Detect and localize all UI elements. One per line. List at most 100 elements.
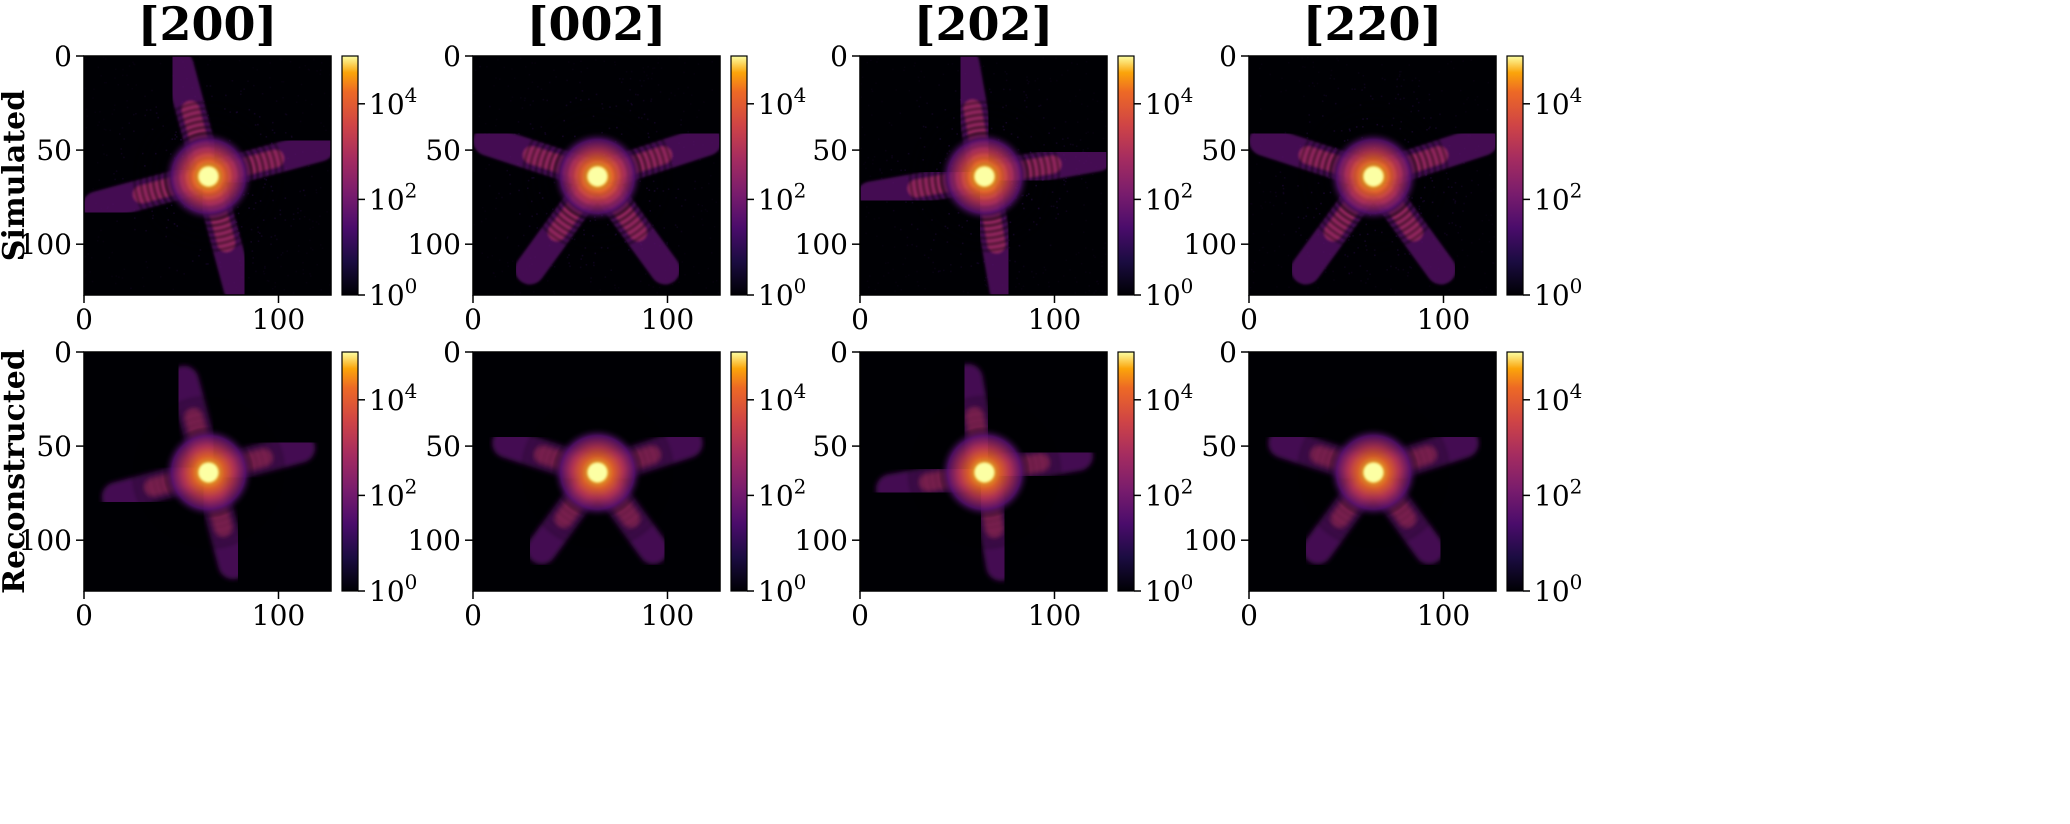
y-tick-label: 50 [36, 430, 72, 463]
noise-speckle [1012, 233, 1015, 236]
noise-speckle [1016, 117, 1018, 120]
noise-speckle [1460, 239, 1463, 241]
colorbar-gradient [341, 55, 359, 296]
noise-speckle [648, 136, 650, 139]
noise-speckle [618, 77, 621, 80]
noise-speckle [1253, 261, 1256, 264]
noise-speckle [1305, 239, 1308, 241]
noise-speckle [1420, 290, 1423, 292]
noise-speckle [707, 182, 710, 185]
noise-speckle [1096, 280, 1099, 283]
noise-speckle [159, 276, 162, 278]
noise-speckle [308, 218, 311, 221]
noise-speckle [1279, 171, 1282, 173]
noise-speckle [300, 83, 303, 86]
noise-speckle [1485, 214, 1488, 217]
noise-speckle [506, 169, 509, 172]
noise-speckle [256, 68, 259, 71]
y-tick-label: 0 [830, 40, 848, 73]
noise-speckle [1417, 85, 1420, 88]
noise-speckle [252, 66, 254, 69]
noise-speckle [1417, 109, 1420, 112]
noise-speckle [85, 57, 87, 60]
noise-speckle [1074, 95, 1077, 98]
noise-speckle [1086, 118, 1089, 120]
noise-speckle [881, 100, 883, 103]
noise-speckle [231, 79, 234, 82]
noise-speckle [1053, 127, 1056, 129]
noise-speckle [1398, 70, 1401, 73]
central-peak [974, 166, 995, 187]
noise-speckle [1347, 292, 1349, 295]
noise-speckle [713, 225, 716, 228]
noise-speckle [1065, 210, 1068, 213]
noise-speckle [893, 246, 896, 248]
noise-speckle [1364, 240, 1366, 242]
noise-speckle [114, 178, 116, 181]
noise-speckle [528, 225, 531, 228]
noise-speckle [551, 264, 553, 267]
noise-speckle [1297, 185, 1299, 187]
noise-speckle [1056, 206, 1058, 209]
central-peak [974, 462, 995, 483]
noise-speckle [657, 84, 660, 86]
noise-speckle [653, 121, 656, 124]
diffraction-pattern [860, 56, 1107, 295]
noise-speckle [224, 108, 226, 110]
noise-speckle [1095, 289, 1097, 292]
colorbar-gradient [1117, 55, 1135, 296]
noise-speckle [250, 241, 253, 243]
noise-speckle [146, 266, 149, 269]
noise-speckle [1488, 219, 1490, 222]
noise-speckle [151, 217, 154, 220]
noise-speckle [198, 254, 200, 257]
noise-speckle [698, 272, 700, 275]
noise-speckle [307, 165, 310, 168]
noise-speckle [1437, 215, 1439, 217]
noise-speckle [1486, 108, 1489, 111]
noise-speckle [262, 219, 265, 221]
colorbar-tick-label: 104 [1145, 83, 1193, 121]
noise-speckle [1402, 268, 1405, 271]
noise-speckle [894, 226, 896, 228]
noise-speckle [1062, 138, 1064, 140]
noise-speckle [121, 277, 124, 279]
noise-speckle [967, 291, 969, 294]
noise-speckle [1021, 202, 1024, 205]
noise-speckle [982, 65, 985, 68]
noise-speckle [1260, 205, 1262, 207]
noise-speckle [642, 99, 645, 102]
noise-speckle [1336, 57, 1338, 60]
noise-speckle [238, 59, 241, 62]
noise-speckle [1084, 291, 1087, 294]
noise-speckle [97, 124, 99, 127]
noise-speckle [285, 113, 288, 116]
noise-speckle [1428, 285, 1431, 287]
noise-speckle [248, 108, 251, 111]
noise-speckle [309, 273, 311, 275]
noise-speckle [624, 241, 627, 243]
noise-speckle [85, 126, 88, 129]
x-tick-label: 100 [1417, 599, 1470, 632]
noise-speckle [1452, 212, 1454, 214]
noise-speckle [1374, 285, 1377, 288]
noise-speckle [1105, 125, 1107, 128]
noise-speckle [1058, 197, 1061, 200]
noise-speckle [1408, 253, 1411, 255]
noise-speckle [176, 269, 178, 272]
noise-speckle [1072, 143, 1074, 146]
noise-speckle [877, 282, 879, 284]
noise-speckle [863, 163, 865, 165]
noise-speckle [151, 210, 153, 213]
noise-speckle [715, 279, 718, 282]
noise-speckle [481, 252, 484, 255]
noise-speckle [1274, 191, 1277, 194]
noise-speckle [488, 185, 491, 187]
noise-speckle [1260, 63, 1263, 66]
noise-speckle [1400, 85, 1403, 87]
noise-speckle [274, 217, 276, 220]
central-peak [198, 166, 219, 187]
noise-speckle [260, 235, 263, 237]
noise-speckle [1023, 207, 1025, 210]
noise-speckle [1263, 264, 1265, 267]
